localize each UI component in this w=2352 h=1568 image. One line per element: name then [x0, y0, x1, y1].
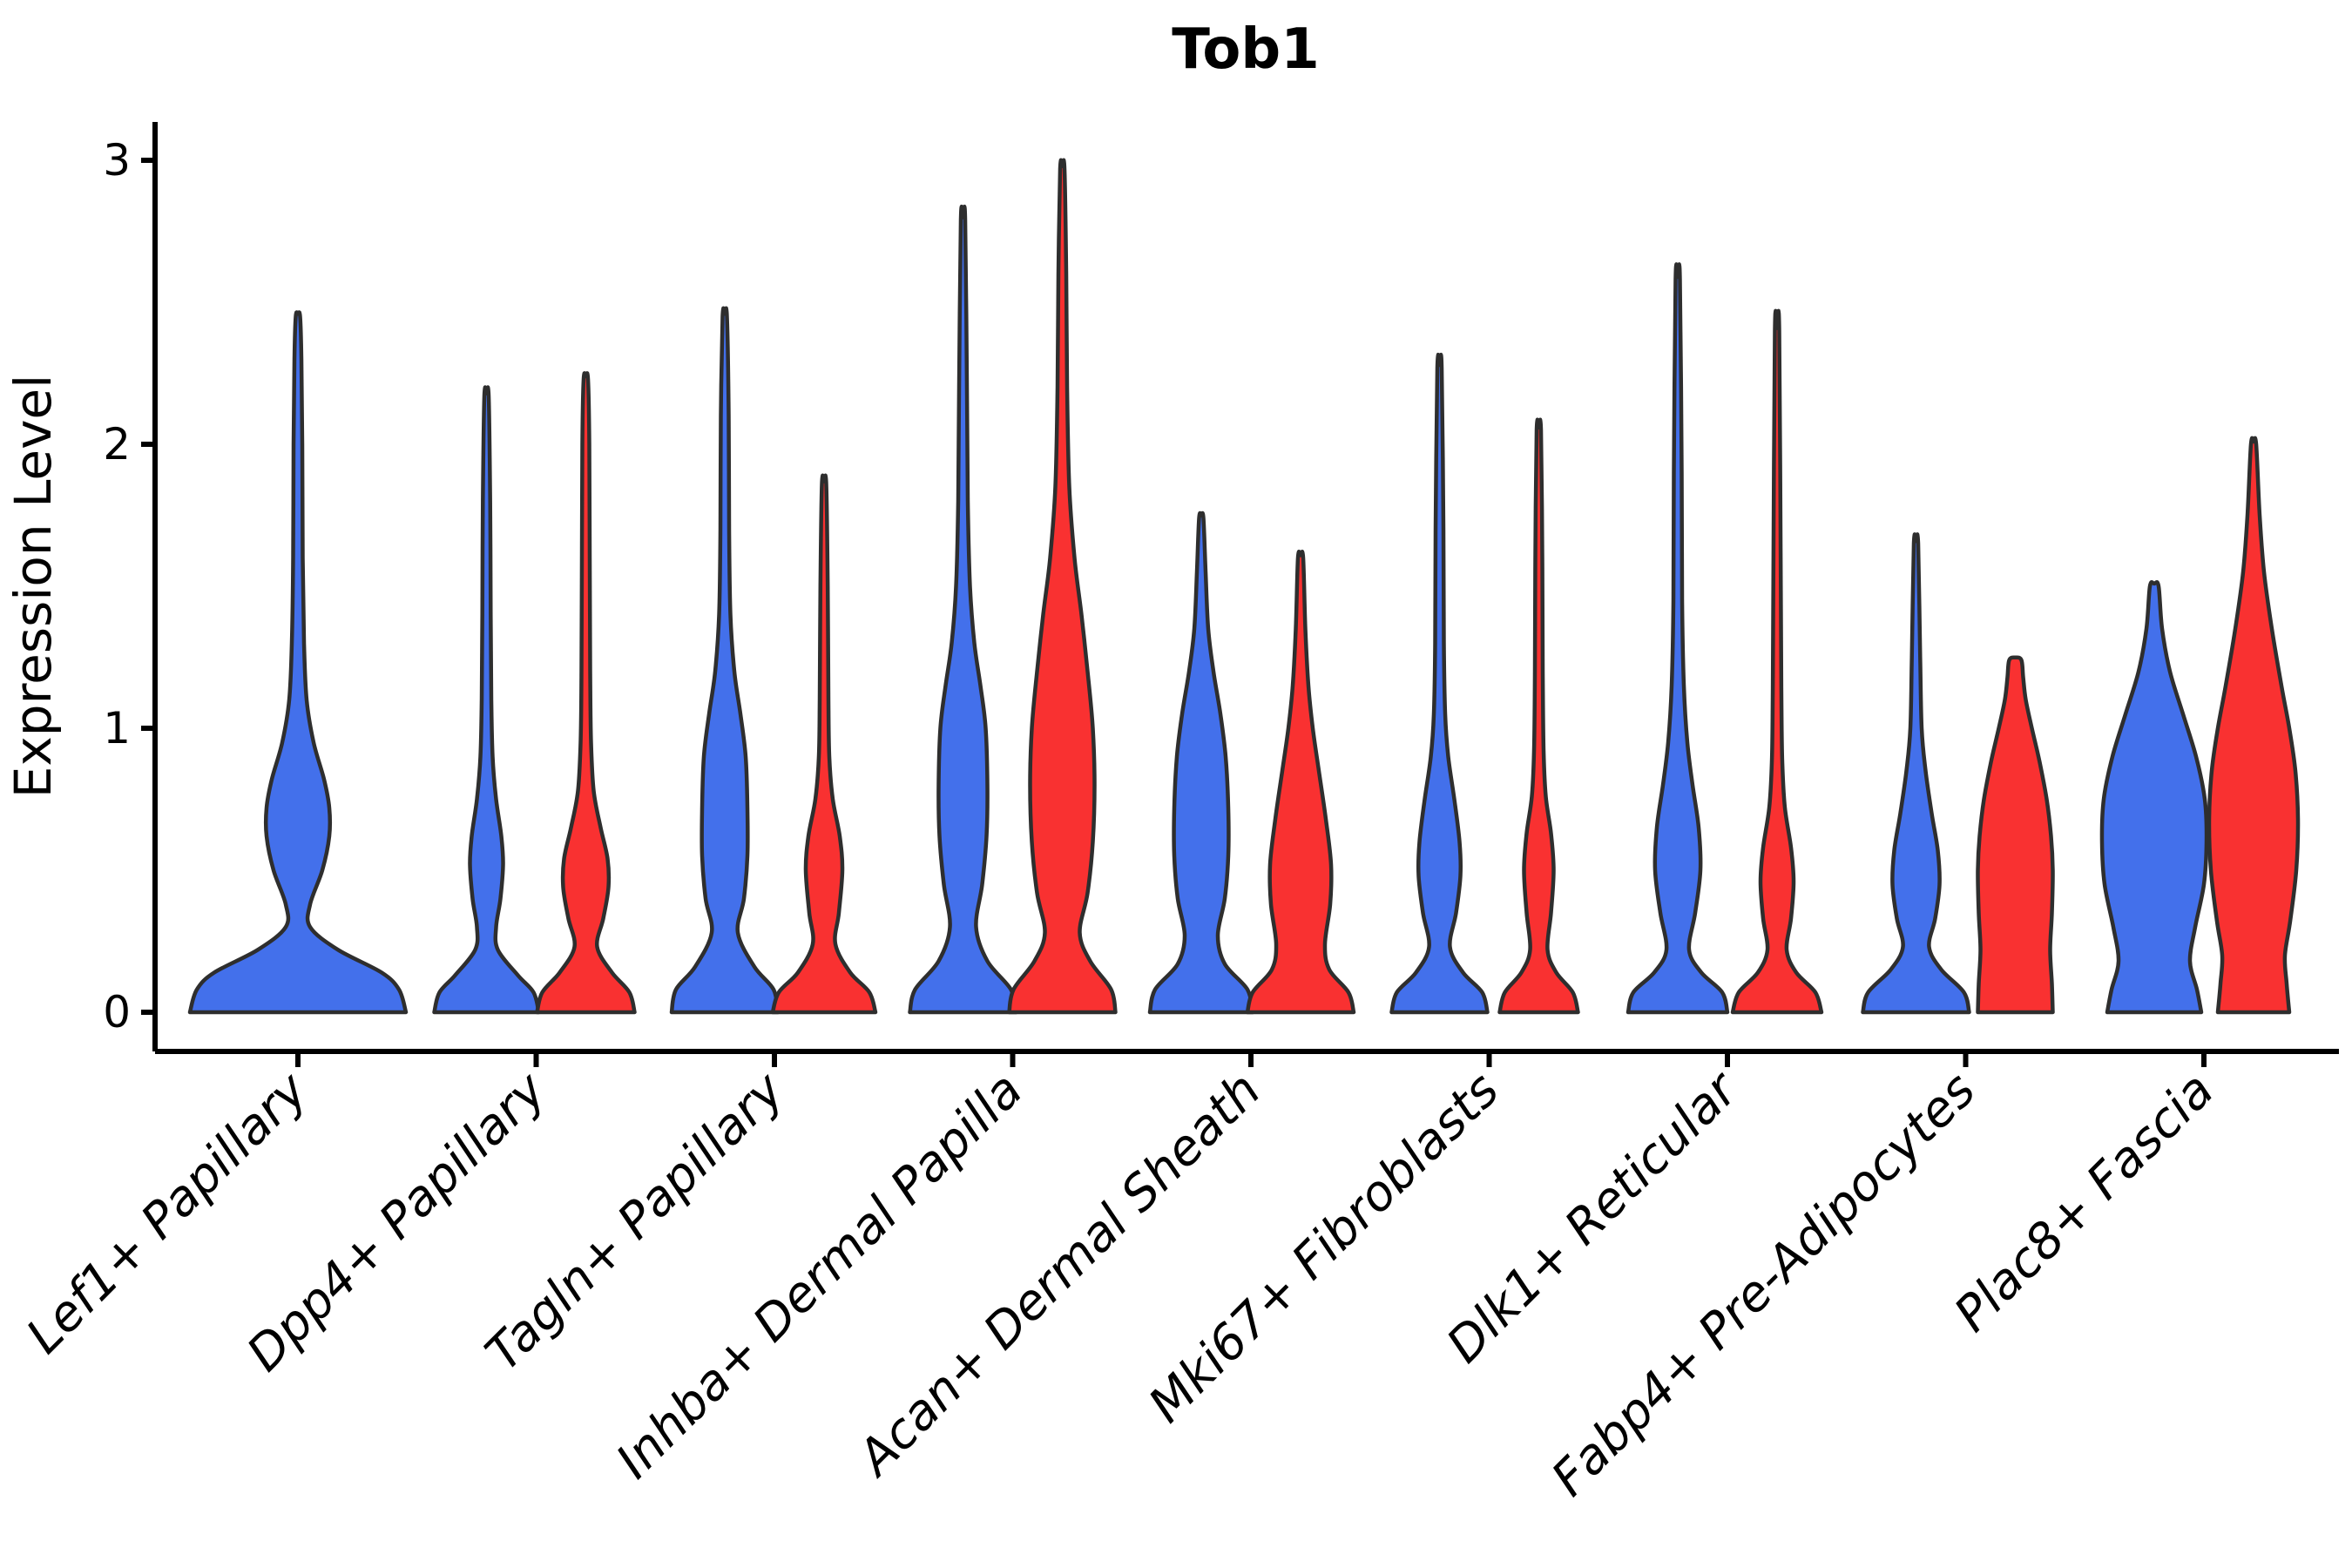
y-tick-label: 2: [103, 419, 131, 470]
violin-dpp4-papillary-blue: [432, 385, 541, 1015]
x-tick-label: Inhba+ Dermal Papilla: [605, 1062, 1033, 1490]
violin-acan-dermal-sheath-blue: [1147, 510, 1255, 1015]
violin-fabp4-pre-adipocytes-red: [1976, 655, 2055, 1015]
violin-inhba-dermal-papilla-blue: [908, 204, 1018, 1015]
violin-dpp4-papillary-red: [535, 371, 637, 1015]
violin-mki67-fibroblasts-red: [1497, 417, 1580, 1015]
violin-tagln-papillary-red: [770, 473, 878, 1015]
y-tick-label: 0: [103, 987, 131, 1037]
y-axis: 0 1 2 3: [103, 122, 158, 1051]
violin-tagln-papillary-blue: [669, 306, 781, 1015]
y-tick-label: 1: [103, 703, 131, 754]
violin-fabp4-pre-adipocytes-blue: [1861, 532, 1971, 1015]
violin-dlk1-reticular-red: [1730, 308, 1824, 1015]
x-tick-label: Fabp4+ Pre-Adipocytes: [1541, 1062, 1986, 1507]
violin-dlk1-reticular-blue: [1625, 262, 1730, 1015]
violins-layer: [187, 158, 2301, 1015]
y-axis-label: Expression Level: [3, 375, 63, 798]
violin-plac8-fascia-red: [2207, 436, 2301, 1015]
x-tick-label: Acan+ Dermal Sheath: [846, 1062, 1272, 1488]
y-tick-label: 3: [103, 135, 131, 186]
violin-acan-dermal-sheath-red: [1245, 550, 1356, 1015]
violin-lef1-papillary-blue: [187, 310, 409, 1015]
violin-plac8-fascia-blue: [2099, 580, 2209, 1015]
x-tick-label: Plac8+ Fascia: [1943, 1062, 2225, 1343]
chart-title: Tob1: [1172, 17, 1319, 82]
violin-inhba-dermal-papilla-red: [1007, 158, 1118, 1015]
violin-mki67-fibroblasts-blue: [1389, 352, 1490, 1015]
